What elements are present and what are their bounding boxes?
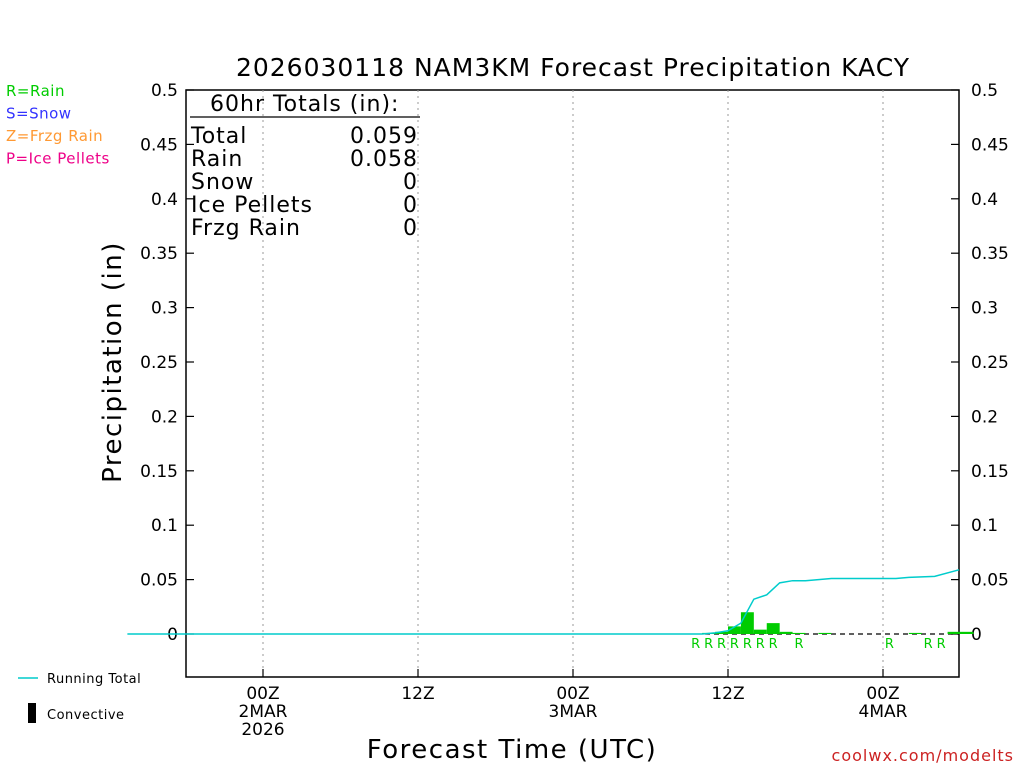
convective-legend-swatch — [28, 703, 36, 723]
ptype-marker-rain: R — [743, 637, 752, 652]
y-tick-label-right: 0 — [971, 625, 982, 645]
x-axis-label: Forecast Time (UTC) — [367, 735, 658, 765]
totals-row-label: Rain — [191, 147, 243, 172]
chart-title: 2026030118 NAM3KM Forecast Precipitation… — [236, 53, 910, 82]
x-tick-label: 2026 — [241, 720, 284, 740]
ptype-marker-rain: R — [885, 637, 894, 652]
ptype-marker-rain: R — [730, 637, 739, 652]
totals-row-value: 0.059 — [350, 124, 418, 149]
rain-bar — [753, 629, 767, 634]
totals-heading: 60hr Totals (in): — [210, 92, 399, 117]
y-tick-label-left: 0 — [167, 625, 178, 645]
y-tick-label-right: 0.2 — [971, 407, 998, 427]
y-tick-label-right: 0.35 — [971, 244, 1009, 264]
y-tick-label-left: 0.2 — [151, 407, 178, 427]
rain-bar — [740, 612, 754, 634]
totals-row-value: 0 — [403, 170, 418, 195]
x-grid-lines — [262, 90, 884, 677]
ptype-marker-rain: R — [924, 637, 933, 652]
y-tick-label-left: 0.25 — [140, 353, 178, 373]
y-tick-label-right: 0.25 — [971, 353, 1009, 373]
y-tick-label-left: 0.4 — [151, 190, 178, 210]
running-total-line — [127, 569, 960, 635]
totals-row-value: 0 — [403, 216, 418, 241]
y-tick-label-left: 0.3 — [151, 299, 178, 319]
y-tick-label-right: 0.5 — [971, 81, 998, 101]
totals-row-label: Frzg Rain — [191, 216, 301, 241]
rain-bar — [779, 631, 793, 634]
convective-legend-label: Convective — [47, 708, 125, 723]
ptype-marker-rain: R — [769, 637, 778, 652]
x-tick-label: 12Z — [711, 684, 744, 704]
totals-row-label: Total — [190, 124, 247, 149]
x-tick-label: 2MAR — [239, 702, 288, 722]
rain-bar — [792, 632, 806, 634]
ptype-marker-rain: R — [937, 637, 946, 652]
rain-bar — [908, 632, 922, 634]
y-tick-label-right: 0.45 — [971, 135, 1009, 155]
ptype-marker-rain: R — [704, 637, 713, 652]
running-total-legend-label: Running Total — [47, 672, 141, 687]
x-tick-label: 00Z — [866, 684, 899, 704]
y-tick-label-left: 0.35 — [140, 244, 178, 264]
ptype-marker-rain: R — [756, 637, 765, 652]
x-tick-label: 00Z — [246, 684, 279, 704]
rain-bar — [728, 626, 741, 634]
ptype-legend-entry: S=Snow — [6, 105, 72, 123]
y-tick-label-right: 0.3 — [971, 299, 998, 319]
y-tick-label-left: 0.5 — [151, 81, 178, 101]
x-tick-label: 3MAR — [549, 702, 598, 722]
rain-bar — [960, 631, 974, 634]
totals-box: 60hr Totals (in): Total 0.059 Rain 0.058 Sno… — [190, 92, 420, 241]
rain-bar — [766, 623, 780, 634]
y-axis-label: Precipitation (in) — [98, 241, 128, 483]
ptype-legend-entry: P=Ice Pellets — [6, 150, 110, 168]
x-tick-label: 4MAR — [859, 702, 908, 722]
y-tick-label-left: 0.05 — [140, 571, 178, 591]
ptype-legend-entry: R=Rain — [6, 82, 65, 100]
rain-bar — [715, 631, 728, 634]
y-axis-ticks: 0.5 0.5 0.45 0.45 0.4 0.4 0.35 0.35 0.3 0.3 0.25 0.… — [140, 81, 1009, 645]
y-tick-label-right: 0.1 — [971, 516, 998, 536]
y-tick-label-right: 0.15 — [971, 462, 1009, 482]
rain-bar — [947, 631, 961, 634]
y-tick-label-left: 0.15 — [140, 462, 178, 482]
ptype-legend-entry: Z=Frzg Rain — [6, 127, 103, 145]
rain-bar — [818, 632, 832, 634]
totals-row-value: 0 — [403, 193, 418, 218]
rain-bars — [702, 612, 974, 634]
y-tick-label-left: 0.45 — [140, 135, 178, 155]
ptype-marker-rain: R — [717, 637, 726, 652]
y-tick-label-left: 0.1 — [151, 516, 178, 536]
ptype-marker-rain: R — [795, 637, 804, 652]
y-tick-label-right: 0.4 — [971, 190, 998, 210]
ptype-legend: R=Rain S=Snow Z=Frzg Rain P=Ice Pellets — [6, 82, 110, 168]
totals-row-label: Snow — [191, 170, 254, 195]
totals-row-value: 0.058 — [350, 147, 418, 172]
x-tick-label: 00Z — [556, 684, 589, 704]
totals-row-label: Ice Pellets — [191, 193, 313, 218]
ptype-marker-rain: R — [691, 637, 700, 652]
x-tick-label: 12Z — [401, 684, 434, 704]
credit-text: coolwx.com/modelts — [832, 746, 1014, 765]
y-tick-label-right: 0.05 — [971, 571, 1009, 591]
